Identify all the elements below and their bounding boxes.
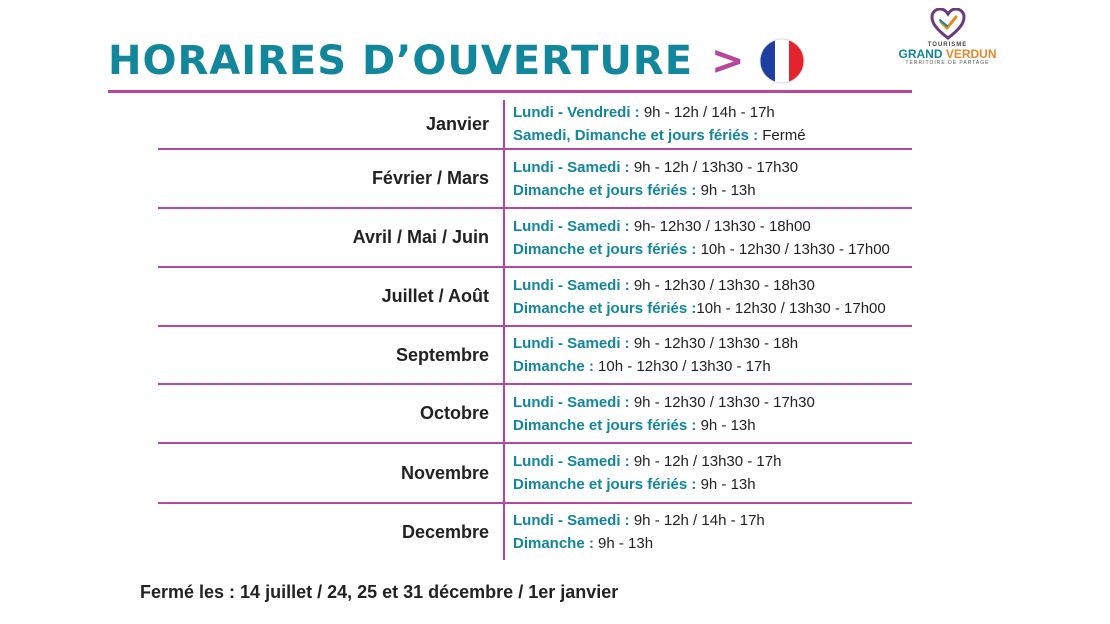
logo-tagline: TERRITOIRE DE PARTAGE: [905, 60, 990, 66]
column-separator: [503, 504, 505, 560]
month-label: Avril / Mai / Juin: [352, 227, 489, 247]
hours-cell: Lundi - Samedi : 9h- 12h30 / 13h30 - 18h…: [513, 217, 890, 258]
closure-dates-note: Fermé les : 14 juillet / 24, 25 et 31 dé…: [140, 582, 619, 602]
month-label: Octobre: [419, 403, 489, 423]
hours-cell: Lundi - Samedi : 9h - 12h30 / 13h30 - 18…: [513, 276, 886, 317]
column-separator: [503, 100, 505, 148]
hours-cell: Lundi - Samedi : 9h - 12h / 13h30 - 17h3…: [513, 158, 799, 199]
column-separator: [503, 150, 505, 207]
table-row: Février / Mars Lundi - Samedi : 9h - 12h…: [158, 150, 912, 207]
column-separator: [503, 327, 505, 383]
logo-line1: TOURISME: [927, 42, 968, 48]
row-divider: [158, 266, 912, 268]
table-row: Octobre Lundi - Samedi : 9h - 12h30 / 13…: [158, 385, 912, 442]
hours-cell: Lundi - Samedi : 9h - 12h30 / 13h30 - 17…: [513, 393, 815, 434]
table-row: Juillet / Août Lundi - Samedi : 9h - 12h…: [158, 268, 912, 325]
table-row: Avril / Mai / Juin Lundi - Samedi : 9h- …: [158, 209, 912, 266]
hours-cell: Lundi - Samedi : 9h - 12h / 13h30 - 17h …: [513, 453, 782, 493]
hours-cell: Lundi - Samedi : 9h - 12h30 / 13h30 - 18…: [513, 335, 799, 375]
heart-logo-icon: [929, 8, 966, 40]
table-row: Novembre Lundi - Samedi : 9h - 12h / 13h…: [158, 444, 912, 502]
month-label: Janvier: [425, 113, 489, 134]
month-label: Février / Mars: [371, 168, 489, 188]
france-flag-icon: [759, 38, 805, 84]
month-label: Septembre: [395, 344, 489, 365]
column-separator: [503, 209, 505, 266]
column-separator: [503, 444, 505, 502]
header: HORAIRES D’OUVERTURE >: [108, 38, 805, 84]
hours-cell: Lundi - Vendredi : 9h - 12h / 14h - 17h …: [513, 104, 806, 144]
page-title: HORAIRES D’OUVERTURE: [108, 38, 694, 84]
month-label: Decembre: [401, 521, 489, 542]
row-divider: [158, 148, 912, 150]
table-row: Decembre Lundi - Samedi : 9h - 12h / 14h…: [158, 504, 912, 560]
title-arrow: >: [711, 38, 745, 84]
row-divider: [158, 325, 912, 327]
column-separator: [503, 268, 505, 325]
month-label: Novembre: [400, 462, 489, 483]
month-label: Juillet / Août: [381, 286, 489, 306]
hours-cell: Lundi - Samedi : 9h - 12h / 14h - 17h Di…: [513, 512, 765, 552]
table-row: Septembre Lundi - Samedi : 9h - 12h30 / …: [158, 327, 912, 383]
table-row: Janvier Lundi - Vendredi : 9h - 12h / 14…: [158, 100, 912, 148]
row-divider: [158, 502, 912, 504]
logo-brand: GRAND VERDUN: [898, 47, 997, 61]
title-divider: [108, 90, 912, 93]
row-divider: [158, 442, 912, 444]
logo: TOURISME GRAND VERDUN TERRITOIRE DE PART…: [890, 8, 1005, 83]
row-divider: [158, 207, 912, 209]
column-separator: [503, 385, 505, 442]
hours-table: Janvier Lundi - Vendredi : 9h - 12h / 14…: [158, 100, 912, 560]
row-divider: [158, 383, 912, 385]
